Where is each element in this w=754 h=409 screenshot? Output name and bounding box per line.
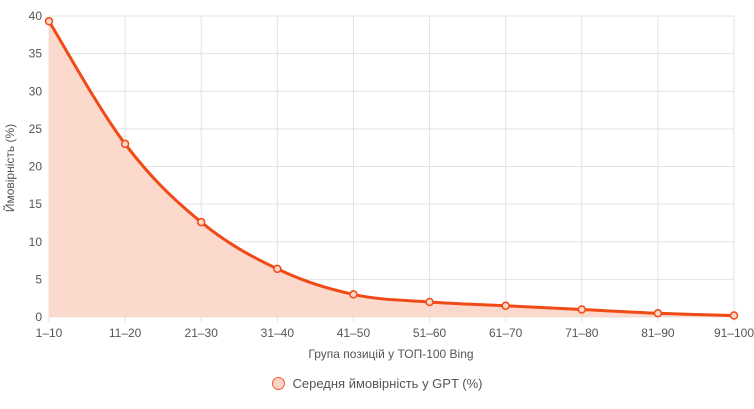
y-tick-label: 35 [29,47,43,61]
y-tick-label: 15 [29,197,43,211]
x-tick-label: 31–40 [261,326,295,340]
data-point[interactable] [577,305,587,314]
y-tick-label: 25 [29,122,43,136]
y-tick-label: 30 [29,84,43,98]
x-tick-label: 71–80 [565,326,599,340]
data-point[interactable] [196,217,206,227]
data-point[interactable] [349,290,358,299]
data-point[interactable] [44,17,54,26]
x-tick-label: 41–50 [337,326,371,340]
data-point[interactable] [653,308,663,318]
data-point[interactable] [120,139,130,149]
x-tick-label: 11–20 [109,326,142,340]
legend-label: Середня ймовірність у GPT (%) [292,375,483,391]
y-axis-ticks: 0 5 10 15 20 25 30 35 40 [29,9,43,324]
series-area [49,21,734,318]
x-tick-label: 81–90 [641,326,675,340]
x-tick-label: 1–10 [36,326,63,340]
x-tick-label: 21–30 [185,326,219,340]
data-point[interactable] [729,311,739,320]
legend[interactable]: Середня ймовірність у GPT (%) [0,372,754,394]
data-point[interactable] [425,297,434,307]
y-tick-label: 40 [29,9,43,23]
y-tick-label: 0 [35,310,42,324]
data-point[interactable] [501,301,510,310]
y-tick-label: 20 [29,160,43,174]
y-axis-title: Ймовірність (%) [2,124,17,212]
y-tick-label: 10 [29,235,43,249]
legend-swatch [271,376,285,390]
chart: 0 5 10 15 20 25 30 35 40 1–10 11–20 21–30 31–40 41–5… [2,9,754,361]
line-layer [47,19,736,317]
x-tick-label: 91–100 [714,326,754,340]
x-axis-title: Група позицій у ТОП-100 Bing [308,347,473,361]
points-layer [44,17,739,320]
x-tick-label: 61–70 [489,326,523,340]
data-point[interactable] [273,264,282,274]
y-tick-label: 5 [35,272,42,286]
x-axis-ticks: 1–10 11–20 21–30 31–40 41–50 51–60 61–70 71–80 8… [36,326,754,340]
series-line [47,19,736,317]
area-layer [49,21,734,318]
x-tick-label: 51–60 [413,326,447,340]
